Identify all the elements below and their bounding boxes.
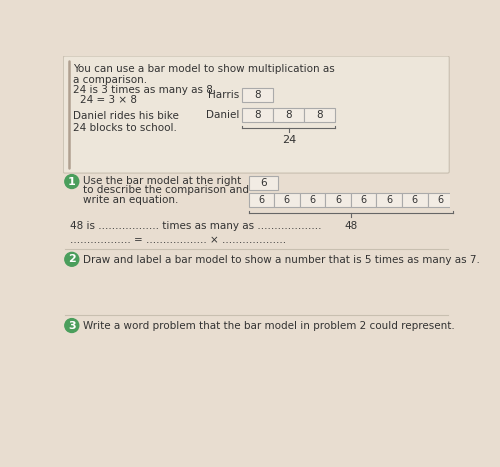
- FancyBboxPatch shape: [304, 108, 336, 122]
- FancyBboxPatch shape: [242, 108, 274, 122]
- Text: write an equation.: write an equation.: [82, 195, 178, 205]
- Text: 6: 6: [335, 195, 341, 205]
- Text: 48: 48: [344, 221, 358, 231]
- FancyBboxPatch shape: [351, 193, 376, 207]
- FancyBboxPatch shape: [376, 193, 402, 207]
- Text: Use the bar model at the right: Use the bar model at the right: [82, 176, 241, 186]
- Circle shape: [65, 252, 79, 266]
- Text: 24 is 3 times as many as 8.: 24 is 3 times as many as 8.: [74, 85, 217, 95]
- FancyBboxPatch shape: [64, 56, 449, 173]
- Text: 6: 6: [412, 195, 418, 205]
- Text: .................. = .................. × ...................: .................. = .................. …: [70, 235, 286, 245]
- Text: Daniel: Daniel: [206, 110, 239, 120]
- Text: 8: 8: [286, 110, 292, 120]
- Text: 8: 8: [316, 110, 323, 120]
- FancyBboxPatch shape: [242, 88, 274, 102]
- FancyBboxPatch shape: [248, 176, 278, 190]
- Text: Daniel rides his bike
24 blocks to school.: Daniel rides his bike 24 blocks to schoo…: [74, 112, 179, 133]
- Text: 8: 8: [254, 90, 261, 100]
- FancyBboxPatch shape: [274, 193, 299, 207]
- Circle shape: [65, 318, 79, 333]
- Text: 24 = 3 × 8: 24 = 3 × 8: [80, 94, 136, 105]
- Text: 6: 6: [310, 195, 316, 205]
- FancyBboxPatch shape: [274, 108, 304, 122]
- Text: 6: 6: [360, 195, 366, 205]
- FancyBboxPatch shape: [300, 193, 325, 207]
- FancyBboxPatch shape: [428, 193, 453, 207]
- Text: 6: 6: [258, 195, 264, 205]
- Text: You can use a bar model to show multiplication as
a comparison.: You can use a bar model to show multipli…: [74, 64, 335, 85]
- Circle shape: [65, 175, 79, 189]
- Text: 24: 24: [282, 134, 296, 145]
- Text: 1: 1: [68, 177, 76, 186]
- Text: Harris: Harris: [208, 90, 239, 100]
- Text: to describe the comparison and: to describe the comparison and: [82, 185, 248, 195]
- Text: 6: 6: [260, 178, 266, 188]
- Text: 6: 6: [284, 195, 290, 205]
- FancyBboxPatch shape: [248, 193, 274, 207]
- Text: 8: 8: [254, 110, 261, 120]
- Text: 3: 3: [68, 320, 76, 331]
- Text: 48 is .................. times as many as ...................: 48 is .................. times as many a…: [70, 221, 322, 231]
- FancyBboxPatch shape: [325, 193, 351, 207]
- Text: 2: 2: [68, 255, 76, 264]
- Text: Write a word problem that the bar model in problem 2 could represent.: Write a word problem that the bar model …: [82, 321, 454, 331]
- Text: 6: 6: [386, 195, 392, 205]
- Text: 6: 6: [437, 195, 444, 205]
- FancyBboxPatch shape: [402, 193, 427, 207]
- Text: Draw and label a bar model to show a number that is 5 times as many as 7.: Draw and label a bar model to show a num…: [82, 255, 479, 265]
